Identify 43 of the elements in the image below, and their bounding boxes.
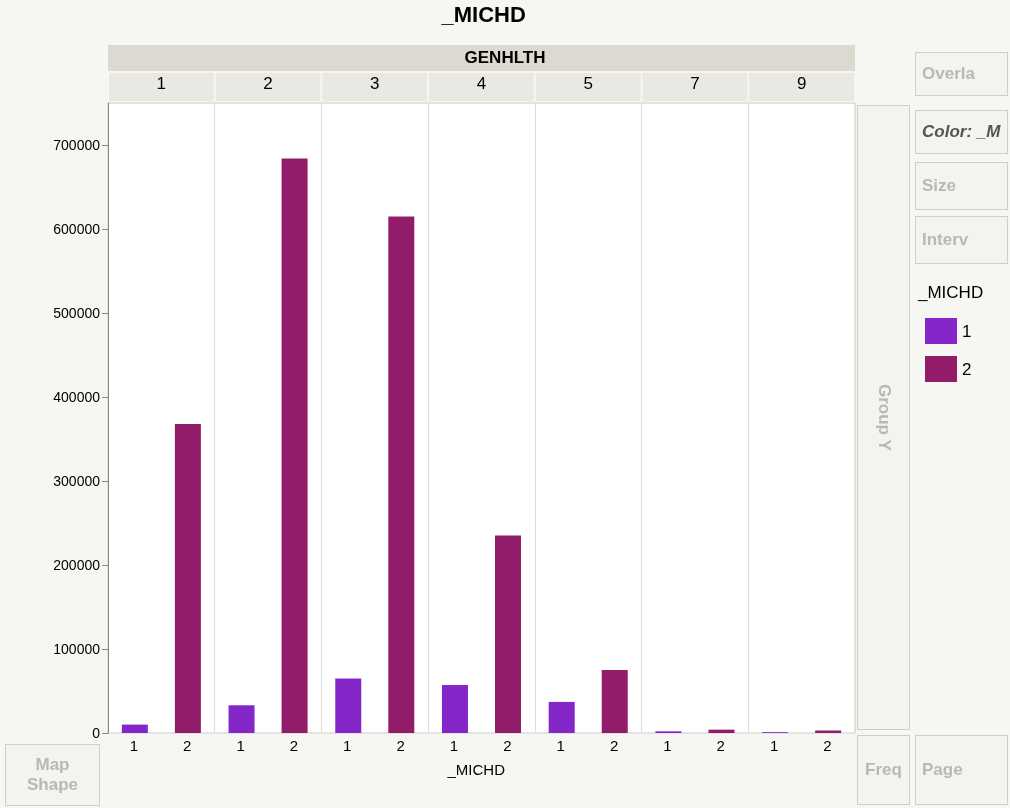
category-label: 1 [343, 737, 352, 754]
text: 1 [236, 737, 245, 754]
x-axis-title: _MICHD [446, 761, 506, 778]
drop-zone-button: Map Shape [5, 744, 100, 806]
category-label: 2 [823, 737, 832, 754]
x-tick-label: 9 [796, 74, 807, 93]
y-tick-label: 0 [92, 725, 101, 741]
category-label: 2 [396, 737, 405, 754]
x-tick-label: 7 [690, 74, 700, 93]
y-tick-label: 500000 [53, 305, 101, 321]
category-label: 2 [609, 737, 619, 754]
drop-zone-button: Page [915, 735, 1008, 805]
drop-zone-button: Overla [915, 52, 1008, 96]
drop-zone-button: Freq [857, 735, 910, 805]
category-label: 2 [716, 737, 725, 754]
category-label: 1 [449, 737, 459, 754]
category-label: 1 [769, 737, 779, 754]
chart-title: _MICHD [440, 1, 526, 27]
y-tick-label: 700000 [53, 137, 101, 153]
drop-zone-button: Interv [915, 216, 1008, 264]
y-tick-label: 100000 [53, 641, 101, 657]
y-tick-label: 600000 [53, 221, 101, 237]
legend-label: 2 [962, 359, 972, 379]
y-tick-label: 300000 [53, 473, 101, 489]
category-label: 1 [556, 737, 565, 754]
y-tick-label: 200000 [53, 557, 101, 573]
drop-zone-button: Group Y [857, 105, 910, 730]
drop-zone-button: Size [915, 162, 1008, 210]
x-tick-label: 2 [263, 74, 273, 93]
category-label: 2 [503, 737, 512, 754]
legend-title: _MICHD [917, 283, 984, 302]
x-tick-label: 5 [583, 74, 593, 93]
x-tick-label: 3 [370, 74, 380, 93]
category-label: 2 [183, 737, 192, 754]
legend-label: 1 [962, 321, 972, 341]
x-tick-label: 4 [476, 74, 487, 93]
text: 2 [289, 737, 299, 754]
x2-axis-title: GENHLTH [464, 48, 546, 67]
drop-zone-button: Color: _M [915, 110, 1008, 154]
y-tick-label: 400000 [53, 389, 101, 405]
category-label: 1 [129, 737, 139, 754]
x-tick-label: 1 [156, 74, 167, 93]
category-label: 1 [663, 737, 672, 754]
